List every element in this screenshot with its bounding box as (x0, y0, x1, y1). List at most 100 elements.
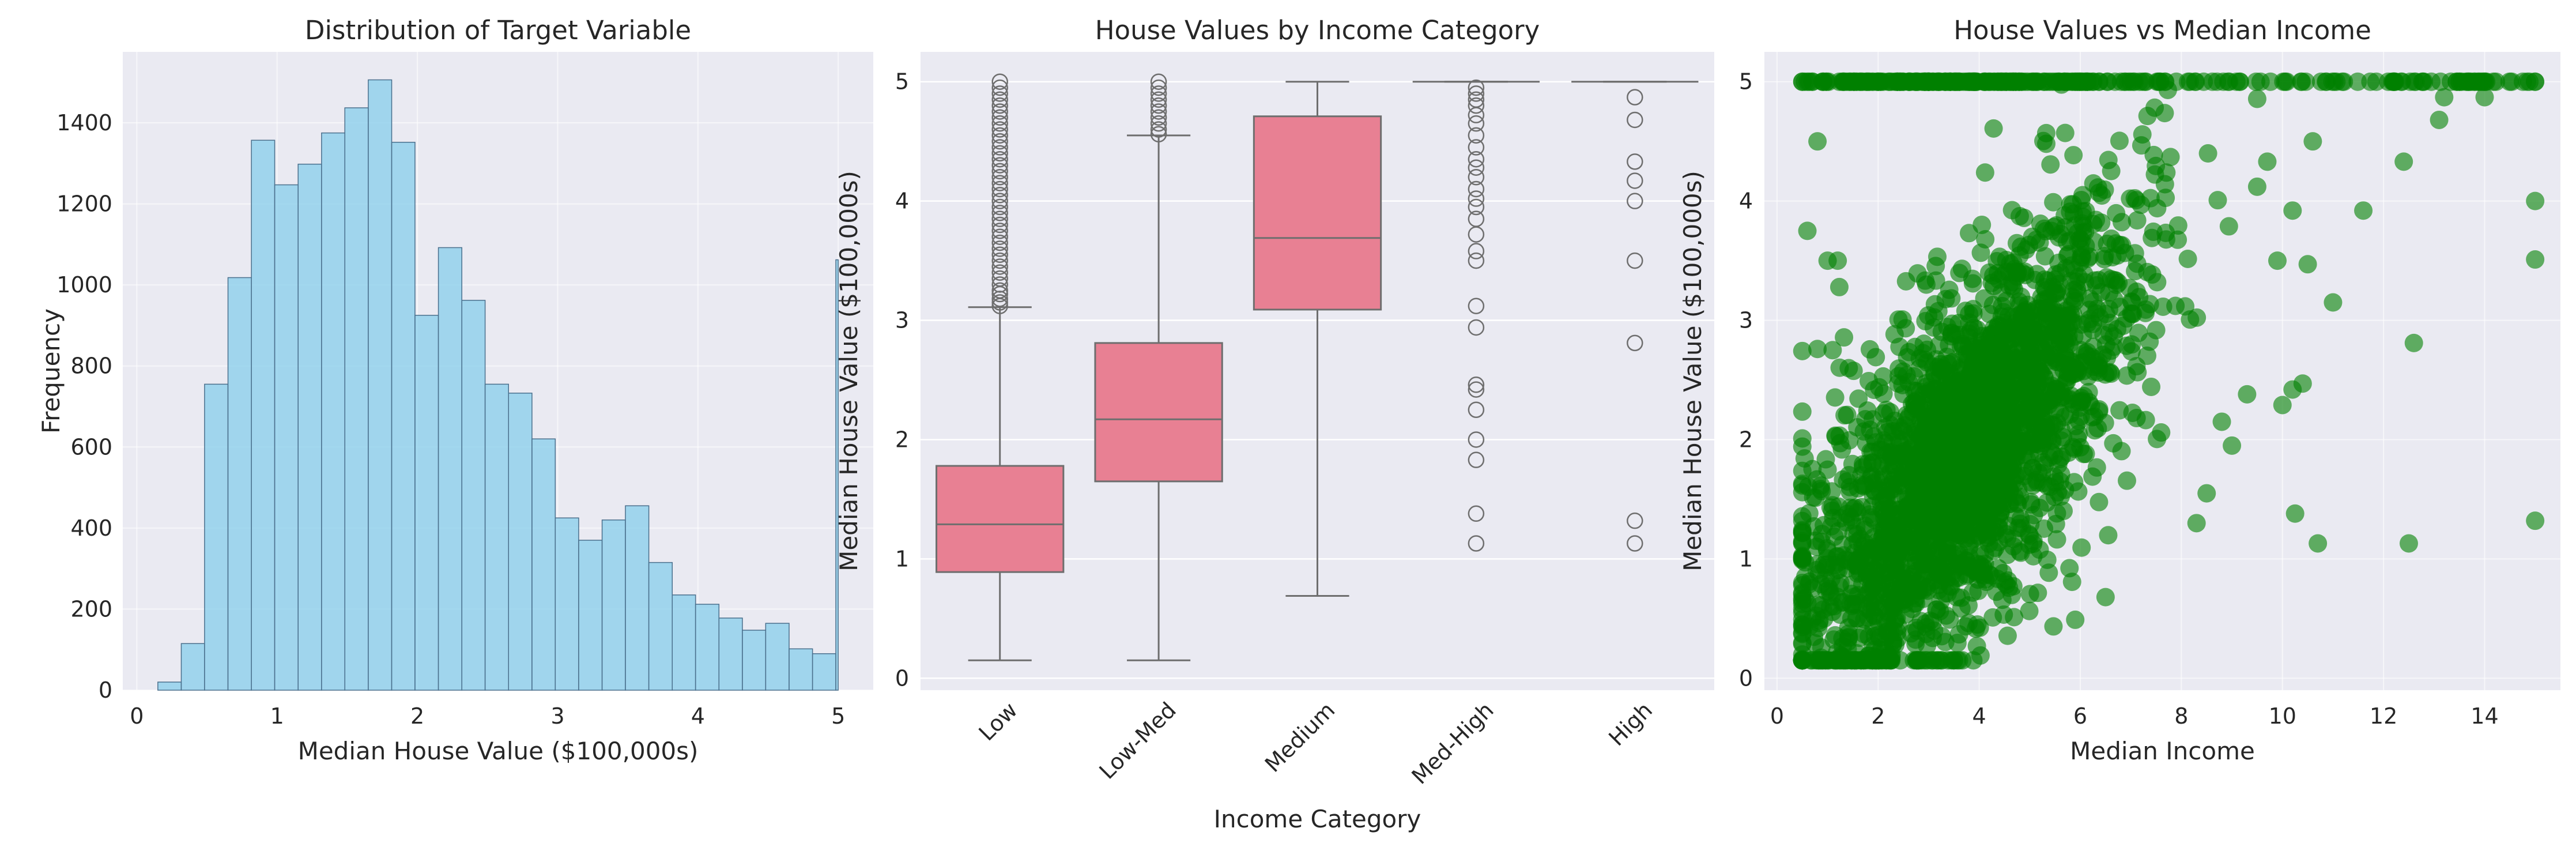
outlier-point (991, 150, 1008, 168)
scatter-point (2021, 416, 2041, 435)
scatter-point (2181, 72, 2200, 91)
scatter-point (1959, 565, 1978, 584)
scatter-point (2111, 236, 2130, 255)
histogram-bar (578, 540, 603, 691)
histogram-bar (484, 383, 510, 691)
x-tick-label: 4 (691, 703, 705, 729)
y-tick-label: 1200 (56, 191, 112, 217)
scatter-point (1922, 372, 1941, 391)
y-tick-label: 5 (1739, 69, 1753, 95)
scatter-point (1996, 391, 2015, 410)
x-tick-label: 12 (2370, 703, 2397, 729)
scatter-point (2399, 534, 2418, 553)
scatter-point (1829, 553, 1848, 572)
scatter-point (2107, 319, 2126, 338)
scatter-point (2030, 498, 2049, 517)
outlier-point (1468, 169, 1485, 186)
scatter-point (1816, 651, 1835, 670)
outlier-point (1468, 319, 1485, 336)
scatter-point (2156, 223, 2175, 242)
y-tick-label: 400 (70, 515, 112, 541)
outlier-point (991, 216, 1008, 234)
outlier-point (991, 133, 1008, 150)
scatter-point (2055, 123, 2075, 142)
scatter-point (2258, 152, 2277, 171)
scatter-point (1996, 412, 2015, 431)
scatter-point (1910, 442, 1929, 461)
scatter-point (2049, 295, 2068, 314)
scatter-point (1840, 431, 1859, 450)
scatter-point (2035, 247, 2054, 266)
outlier-point (1150, 126, 1167, 143)
scatter-point (2064, 146, 2083, 165)
scatter-point (1964, 72, 1983, 91)
scatter-point (2223, 436, 2242, 455)
scatter-point (2023, 72, 2042, 91)
scatter-point (1924, 72, 1943, 91)
y-tick-label: 200 (70, 596, 112, 622)
scatter-point (1879, 603, 1898, 622)
scatter-point (1808, 132, 1827, 151)
scatter-point (1793, 651, 1812, 670)
scatter-point (2027, 230, 2046, 249)
scatter-point (1971, 243, 1990, 262)
scatter-point (1896, 498, 1915, 517)
scatter-point (1896, 605, 1915, 624)
histogram-bar (531, 438, 556, 691)
y-tick-label: 4 (1739, 189, 1753, 214)
scatter-point (2028, 375, 2047, 394)
scatter-point (2013, 340, 2032, 359)
scatter-point (1861, 568, 1880, 587)
scatter-point (1808, 340, 1827, 359)
scatter-point (1855, 475, 1875, 494)
scatter-point (1967, 465, 1986, 484)
scatter-point (2083, 320, 2102, 339)
scatter-point (1980, 263, 1999, 282)
outlier-point (1468, 505, 1485, 522)
scatter-point (2109, 273, 2128, 292)
scatter-point (2142, 377, 2161, 396)
histogram-bar (625, 505, 650, 691)
outlier-point (1150, 109, 1167, 126)
scatter-point (1975, 163, 1994, 182)
scatter-point (1917, 624, 1936, 643)
scatter-point (2083, 467, 2102, 486)
scatter-point (1992, 72, 2011, 91)
scatter-point (2009, 292, 2028, 311)
scatter-point (1906, 589, 1925, 608)
boxplot-y-axis-label: Median House Value ($100,000s) (835, 171, 863, 571)
scatter-point (2394, 152, 2413, 171)
scatter-point (2247, 72, 2266, 91)
scatter-y-axis-label: Median House Value ($100,000s) (1679, 171, 1707, 571)
histogram-bar (321, 132, 345, 691)
scatter-point (1916, 312, 1935, 331)
x-tick-label: 2 (410, 703, 424, 729)
scatter-point (1994, 605, 2013, 624)
outlier-point (991, 139, 1008, 156)
scatter-point (2247, 89, 2266, 108)
scatter-point (1835, 328, 1854, 347)
scatter-point (2155, 104, 2174, 123)
outlier-point (991, 252, 1008, 269)
outlier-point (1150, 103, 1167, 120)
scatter-point (1973, 332, 1992, 351)
scatter-point (1905, 72, 1924, 91)
histogram-bar (437, 247, 462, 691)
scatter-point (1896, 272, 1915, 291)
outlier-point (991, 246, 1008, 263)
scatter-point (1909, 651, 1928, 670)
scatter-point (1872, 651, 1891, 670)
outlier-point (1468, 401, 1485, 418)
scatter-point (1873, 526, 1892, 545)
scatter-point (1925, 521, 1944, 540)
outlier-point (991, 205, 1008, 221)
x-tick-label: Low-Med (1094, 697, 1181, 784)
outlier-point (991, 169, 1008, 186)
scatter-point (2273, 396, 2292, 415)
outlier-point (1627, 172, 1643, 189)
scatter-point (2051, 431, 2070, 450)
scatter-point (2323, 72, 2342, 91)
scatter-point (2144, 145, 2163, 164)
scatter-point (2050, 353, 2069, 372)
scatter-point (2291, 72, 2310, 91)
